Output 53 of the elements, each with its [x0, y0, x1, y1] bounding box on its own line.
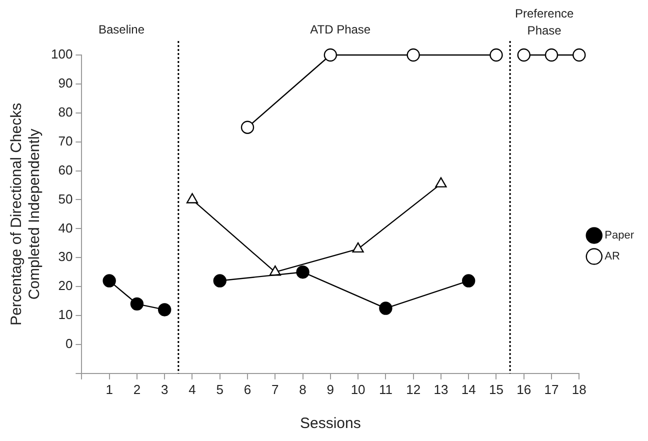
- point: [435, 177, 447, 188]
- x-tick-label: 13: [434, 382, 448, 397]
- point: [186, 193, 198, 204]
- x-tick-label: 2: [133, 382, 141, 397]
- y-tick-label: 70: [58, 133, 73, 148]
- y-tick-label: 50: [58, 191, 73, 206]
- point: [490, 48, 503, 62]
- y-tick-label: 90: [58, 76, 73, 91]
- x-tick-label: 7: [272, 382, 279, 397]
- point: [406, 48, 420, 62]
- x-tick-label: 6: [244, 382, 252, 397]
- x-tick-label: 1: [106, 382, 113, 397]
- x-tick-label: 17: [544, 382, 559, 397]
- y-tick-label: 40: [58, 220, 73, 236]
- x-tick-label: 9: [326, 382, 334, 397]
- text: Preference Phase: [514, 6, 574, 38]
- x-tick-label: 10: [350, 382, 366, 397]
- y-tick-label: 60: [58, 162, 73, 178]
- y-tick-label: 0: [65, 336, 73, 352]
- point: [213, 274, 226, 288]
- point: [324, 48, 338, 62]
- point: [352, 242, 364, 253]
- point: [240, 120, 254, 134]
- point: [544, 48, 558, 62]
- x-tick-label: 11: [378, 382, 392, 397]
- x-tick-label: 3: [160, 382, 168, 397]
- point: [130, 297, 144, 311]
- point: [462, 274, 476, 288]
- point: [158, 303, 172, 316]
- x-tick-label: 4: [188, 382, 196, 397]
- x-axis-title: Sessions: [300, 415, 361, 432]
- point: [517, 48, 530, 62]
- point: [379, 302, 392, 315]
- y-axis-title: Percentage of Directional Checks Completed Independently: [8, 102, 44, 326]
- y-tick-label: 80: [58, 104, 73, 120]
- x-tick-label: 18: [572, 382, 586, 397]
- y-tick-label: 100: [50, 46, 73, 62]
- text: ATD Phase: [310, 22, 371, 36]
- text: Baseline: [98, 22, 145, 36]
- x-tick-label: 5: [216, 382, 224, 397]
- x-tick-label: 15: [489, 382, 504, 397]
- legend-label: AR: [604, 250, 620, 263]
- point: [102, 274, 116, 288]
- x-tick-label: 12: [406, 382, 421, 397]
- legend-label: Paper: [604, 230, 634, 242]
- y-tick-label: 20: [58, 278, 73, 294]
- point: [296, 265, 310, 279]
- x-tick-label: 8: [299, 382, 306, 397]
- point: [572, 48, 586, 62]
- y-tick-label: 10: [58, 307, 73, 322]
- x-tick-label: 14: [461, 382, 476, 397]
- y-tick-label: 30: [58, 249, 73, 264]
- x-tick-label: 16: [516, 382, 532, 397]
